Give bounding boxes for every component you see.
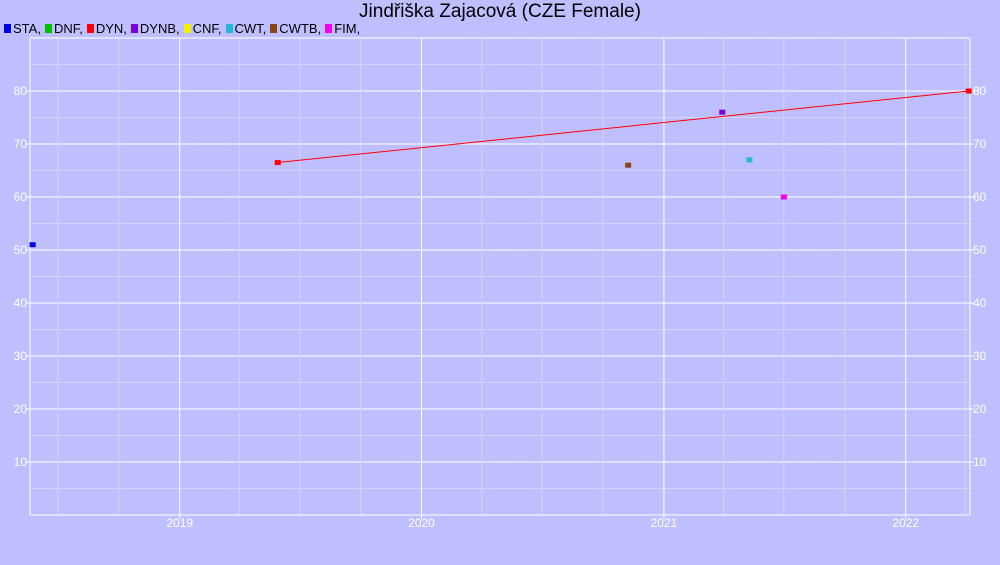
legend-item-cwtb: CWTB, bbox=[270, 21, 321, 36]
data-point-dynb bbox=[719, 109, 726, 115]
legend-swatch bbox=[44, 23, 52, 33]
legend-label: CWTB, bbox=[279, 20, 322, 36]
y-tick-label-left: 70 bbox=[14, 137, 28, 151]
x-tick-label: 2022 bbox=[892, 516, 919, 530]
y-tick-label-left: 40 bbox=[14, 296, 28, 310]
legend-label: CWT, bbox=[234, 20, 267, 36]
y-tick-label-right: 10 bbox=[973, 455, 987, 469]
data-point-cwtb bbox=[625, 162, 632, 168]
y-tick-label-left: 10 bbox=[14, 455, 28, 469]
chart-title: Jindřiška Zajacová (CZE Female) bbox=[359, 1, 641, 22]
data-point-cwt bbox=[746, 157, 753, 163]
legend-swatch bbox=[225, 23, 233, 33]
x-tick-label: 2021 bbox=[651, 516, 678, 530]
y-tick-label-right: 30 bbox=[973, 349, 987, 363]
legend-swatch bbox=[183, 23, 191, 33]
legend-item-dnf: DNF, bbox=[44, 20, 83, 36]
legend-swatch bbox=[86, 23, 94, 33]
y-tick-label-left: 20 bbox=[14, 402, 28, 416]
legend-swatch bbox=[4, 23, 11, 33]
x-tick-label: 2020 bbox=[408, 516, 435, 530]
data-point-sta bbox=[29, 242, 36, 248]
legend-item-fim: FIM, bbox=[325, 21, 360, 36]
legend-label: STA, bbox=[13, 20, 41, 36]
y-tick-label-right: 60 bbox=[973, 190, 987, 204]
y-tick-label-left: 60 bbox=[14, 190, 28, 204]
data-point-dyn bbox=[274, 160, 281, 166]
x-tick-label: 2019 bbox=[166, 516, 193, 530]
legend-item-sta: STA, bbox=[4, 21, 41, 36]
data-point-dyn bbox=[965, 88, 972, 94]
legend-label: CNF, bbox=[192, 20, 222, 36]
legend-label: DNF, bbox=[53, 20, 83, 36]
legend-label: DYN, bbox=[95, 20, 127, 36]
data-point-fim bbox=[780, 194, 787, 200]
y-tick-label-right: 70 bbox=[973, 137, 987, 151]
legend-item-dyn: DYN, bbox=[86, 20, 127, 36]
legend-label: DYNB, bbox=[139, 20, 180, 36]
legend-swatch bbox=[270, 23, 278, 33]
legend: STA, DNF, DYN, DYNB, CNF, CWT, CWTB, FIM, bbox=[4, 20, 364, 36]
legend-item-cwt: CWT, bbox=[225, 20, 267, 36]
legend-swatch bbox=[325, 23, 333, 33]
y-tick-label-right: 50 bbox=[973, 243, 987, 257]
y-tick-label-left: 30 bbox=[14, 349, 28, 363]
legend-item-cnf: CNF, bbox=[183, 20, 222, 36]
y-tick-label-left: 80 bbox=[14, 84, 28, 98]
series-line-dyn bbox=[277, 90, 969, 164]
y-tick-label-right: 20 bbox=[973, 402, 987, 416]
y-tick-label-right: 40 bbox=[973, 296, 987, 310]
legend-swatch bbox=[130, 23, 138, 33]
y-tick-label-left: 50 bbox=[14, 243, 28, 257]
legend-label: FIM, bbox=[334, 20, 361, 36]
y-tick-label-right: 80 bbox=[973, 84, 987, 98]
legend-item-dynb: DYNB, bbox=[130, 20, 180, 36]
